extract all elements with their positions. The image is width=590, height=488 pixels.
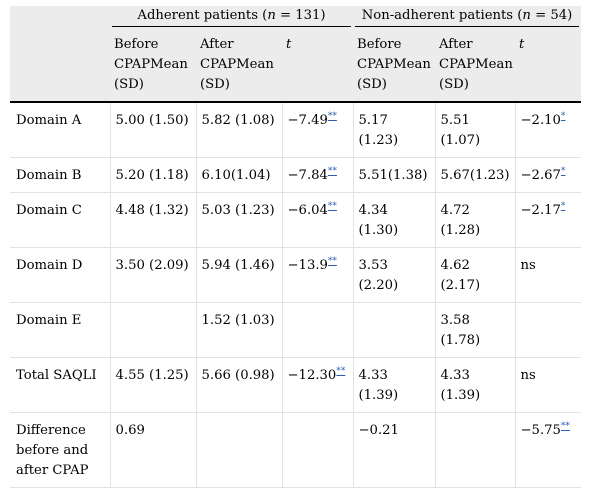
- adherent-before-cell: [110, 302, 197, 358]
- adherent-t-cell: −7.49**: [282, 102, 354, 158]
- adherent-before-cell: 3.50 (2.09): [110, 247, 197, 303]
- adherent-t-cell: [282, 302, 354, 358]
- nonadherent-after-cell: 5.67(1.23): [435, 157, 516, 193]
- adherent-group-header: Adherent patients (n = 131): [110, 6, 353, 27]
- significance-link[interactable]: **: [327, 166, 337, 177]
- significance-link[interactable]: *: [560, 111, 566, 122]
- significance-link[interactable]: *: [560, 201, 566, 212]
- adherent-after-cell: 6.10(1.04): [196, 157, 283, 193]
- nonadherent-before-cell: [353, 302, 436, 358]
- nonadherent-after-cell: 4.33 (1.39): [435, 357, 516, 413]
- adherent-t-header: t: [282, 27, 353, 103]
- adherent-after-cell: 1.52 (1.03): [196, 302, 283, 358]
- row-label: Difference before and after CPAP: [10, 412, 111, 488]
- adherent-after-cell: 5.66 (0.98): [196, 357, 283, 413]
- results-table: Adherent patients (n = 131) Non-adherent…: [10, 6, 582, 488]
- nonadherent-after-cell: 4.72 (1.28): [435, 192, 516, 248]
- adherent-before-cell: 4.48 (1.32): [110, 192, 197, 248]
- nonadherent-after-cell: [435, 412, 516, 488]
- adherent-after-header: After CPAPMean (SD): [196, 27, 282, 103]
- nonadherent-t-cell: ns: [515, 357, 582, 413]
- table-row: Difference before and after CPAP 0.69 −0.2…: [10, 412, 582, 488]
- row-label: Domain D: [10, 247, 111, 303]
- nonadherent-before-cell: 5.17 (1.23): [353, 102, 436, 158]
- nonadherent-after-cell: 5.51 (1.07): [435, 102, 516, 158]
- nonadherent-t-cell: −2.67*: [515, 157, 582, 193]
- significance-link[interactable]: **: [327, 201, 337, 212]
- adherent-after-cell: 5.82 (1.08): [196, 102, 283, 158]
- table-row: Domain C 4.48 (1.32) 5.03 (1.23) −6.04** 4.3…: [10, 192, 582, 248]
- nonadherent-t-cell: −2.10*: [515, 102, 582, 158]
- adherent-before-cell: 5.20 (1.18): [110, 157, 197, 193]
- table-row: Domain B 5.20 (1.18) 6.10(1.04) −7.84** 5.51…: [10, 157, 582, 193]
- significance-link[interactable]: **: [327, 256, 337, 267]
- table-row: Domain E 1.52 (1.03) 3.58 (1.78): [10, 302, 582, 358]
- nonadherent-before-cell: 4.34 (1.30): [353, 192, 436, 248]
- nonadherent-t-cell: −5.75**: [515, 412, 582, 488]
- row-label: Domain A: [10, 102, 111, 158]
- nonadherent-t-cell: [515, 302, 582, 358]
- nonadherent-t-header: t: [515, 27, 582, 103]
- nonadherent-after-cell: 4.62 (2.17): [435, 247, 516, 303]
- nonadherent-before-cell: −0.21: [353, 412, 436, 488]
- adherent-before-cell: 4.55 (1.25): [110, 357, 197, 413]
- adherent-before-cell: 5.00 (1.50): [110, 102, 197, 158]
- adherent-t-cell: −7.84**: [282, 157, 354, 193]
- nonadherent-before-cell: 3.53 (2.20): [353, 247, 436, 303]
- adherent-after-cell: [196, 412, 283, 488]
- adherent-t-cell: −13.9**: [282, 247, 354, 303]
- nonadherent-t-cell: −2.17*: [515, 192, 582, 248]
- nonadherent-t-cell: ns: [515, 247, 582, 303]
- row-label: Total SAQLI: [10, 357, 111, 413]
- significance-link[interactable]: **: [336, 366, 346, 377]
- adherent-after-cell: 5.94 (1.46): [196, 247, 283, 303]
- nonadherent-before-cell: 4.33 (1.39): [353, 357, 436, 413]
- adherent-before-cell: 0.69: [110, 412, 197, 488]
- table-row: Total SAQLI 4.55 (1.25) 5.66 (0.98) −12.30*…: [10, 357, 582, 413]
- nonadherent-before-header: Before CPAPMean (SD): [353, 27, 435, 103]
- nonadherent-after-header: After CPAPMean (SD): [435, 27, 515, 103]
- adherent-t-cell: −12.30**: [282, 357, 354, 413]
- row-label: Domain C: [10, 192, 111, 248]
- significance-link[interactable]: *: [560, 166, 566, 177]
- nonadherent-after-cell: 3.58 (1.78): [435, 302, 516, 358]
- significance-link[interactable]: **: [327, 111, 337, 122]
- adherent-t-cell: [282, 412, 354, 488]
- corner-cell: [10, 6, 110, 103]
- adherent-after-cell: 5.03 (1.23): [196, 192, 283, 248]
- nonadherent-before-cell: 5.51(1.38): [353, 157, 436, 193]
- row-label: Domain E: [10, 302, 111, 358]
- significance-link[interactable]: **: [560, 421, 570, 432]
- adherent-before-header: Before CPAPMean (SD): [110, 27, 196, 103]
- row-label: Domain B: [10, 157, 111, 193]
- table-row: Domain A 5.00 (1.50) 5.82 (1.08) −7.49** 5.1…: [10, 102, 582, 158]
- nonadherent-group-header: Non-adherent patients (n = 54): [353, 6, 582, 27]
- table-row: Domain D 3.50 (2.09) 5.94 (1.46) −13.9** 3.5…: [10, 247, 582, 303]
- adherent-t-cell: −6.04**: [282, 192, 354, 248]
